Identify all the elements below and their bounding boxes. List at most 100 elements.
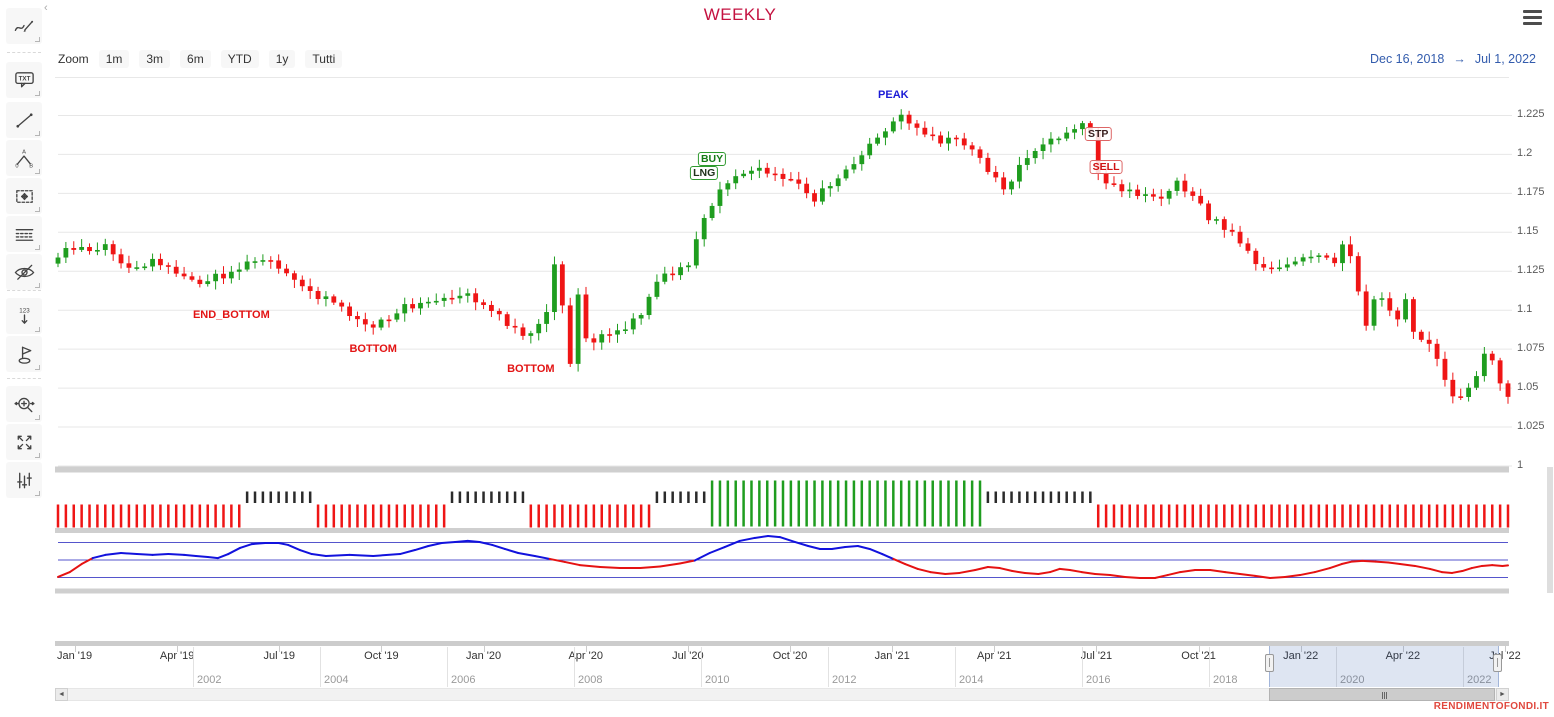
navigator-month-label: Apr '21 <box>977 650 1012 662</box>
navigator-tick <box>1096 641 1098 652</box>
navigator-year-label: 2018 <box>1213 674 1238 686</box>
navigator-month-label: Apr '19 <box>159 650 195 662</box>
sidebar-collapse-button[interactable]: ‹ <box>44 2 48 14</box>
navigator-year-label: 2012 <box>832 674 857 686</box>
price-chart-svg[interactable] <box>0 0 1554 640</box>
y-axis-label: 1.15 <box>1517 225 1539 238</box>
navigator-month-label: Jan '22 <box>1283 650 1319 662</box>
tool-vertical-counter-button[interactable]: 123 <box>6 298 42 334</box>
y-axis-label: 1.025 <box>1517 420 1545 433</box>
navigator-tick <box>585 641 587 652</box>
svg-text:0: 0 <box>15 163 18 169</box>
navigator-month-label: Jan '21 <box>874 650 910 662</box>
navigator-year-divider <box>193 647 194 687</box>
zoom-area-icon <box>13 397 35 412</box>
hamburger-icon <box>1523 22 1542 25</box>
navigator-tick <box>790 641 791 652</box>
svg-text:TXT: TXT <box>18 75 30 82</box>
range-1y-button[interactable]: 1y <box>268 50 296 68</box>
scrollbar-grip-icon <box>1384 692 1386 699</box>
hamburger-icon <box>1523 16 1542 19</box>
navigator-month-label: Oct '19 <box>364 650 399 662</box>
navigator-year-divider <box>1209 647 1210 687</box>
date-from-input[interactable]: Dec 16, 2018 <box>1369 52 1445 66</box>
navigator-tick <box>687 641 689 652</box>
date-to-input[interactable]: Jul 1, 2022 <box>1474 52 1536 66</box>
tool-compare-levels-button[interactable] <box>6 462 42 498</box>
navigator-month-label: Jul '21 <box>1080 650 1113 662</box>
navigator-left-handle[interactable] <box>1265 654 1275 672</box>
navigator-month-label: Jan '19 <box>57 650 93 662</box>
fullscreen-icon <box>17 435 31 449</box>
hide-annotations-icon <box>14 264 34 280</box>
scrollbar-thumb[interactable] <box>1269 688 1496 701</box>
vertical-counter-icon: 123 <box>19 307 30 324</box>
tool-curve-draw-button[interactable] <box>6 8 42 44</box>
navigator-tick <box>1505 641 1506 652</box>
toolbar-divider <box>7 378 41 379</box>
date-range: Dec 16, 2018 → Jul 1, 2022 <box>1370 52 1536 66</box>
annotation-lng: LNG <box>690 166 719 181</box>
navigator-right-handle[interactable] <box>1493 654 1503 672</box>
svg-text:B: B <box>29 163 33 169</box>
menu-button[interactable] <box>1523 10 1542 25</box>
annotation-bottom: BOTTOM <box>349 343 397 356</box>
navigator-tick <box>381 641 383 652</box>
navigator-year-divider <box>1336 647 1337 687</box>
y-axis-label: 1.125 <box>1517 264 1545 277</box>
annotation-peak: PEAK <box>878 89 909 102</box>
tool-zoom-area-button[interactable] <box>6 386 42 422</box>
tool-flag-marker-button[interactable] <box>6 336 42 372</box>
measure-area-icon <box>15 189 33 203</box>
range-3m-button[interactable]: 3m <box>139 50 171 68</box>
tool-hide-annotations-button[interactable] <box>6 254 42 290</box>
navigator-year-label: 2008 <box>578 674 603 686</box>
range-1m-button[interactable]: 1m <box>98 50 130 68</box>
range-6m-button[interactable]: 6m <box>180 50 211 68</box>
navigator-selection[interactable] <box>1269 646 1500 687</box>
navigator-track[interactable] <box>55 641 1509 646</box>
y-axis-label: 1.1 <box>1517 303 1533 316</box>
navigator-tick <box>994 641 996 652</box>
svg-text:123: 123 <box>19 307 30 314</box>
navigator-year-divider <box>1082 647 1083 687</box>
navigator-year-divider <box>447 647 448 687</box>
navigator-year-label: 2022 <box>1467 674 1492 686</box>
hamburger-icon <box>1523 10 1542 13</box>
annotation-bottom: BOTTOM <box>507 363 555 376</box>
tool-measure-area-button[interactable] <box>6 178 42 214</box>
scrollbar-right-button[interactable]: ► <box>1496 688 1509 701</box>
navigator-year-label: 2014 <box>959 674 984 686</box>
y-axis-label: 1.225 <box>1517 108 1545 121</box>
scrollbar-left-button[interactable]: ◄ <box>55 688 68 701</box>
tool-trend-line-button[interactable] <box>6 102 42 138</box>
y-axis-label: 1.175 <box>1517 186 1545 199</box>
flag-marker-icon <box>18 346 31 364</box>
navigator-year-divider <box>701 647 702 687</box>
navigator-year-label: 2016 <box>1086 674 1111 686</box>
annotation-buy: BUY <box>697 152 727 167</box>
annotation-end-bottom: END_BOTTOM <box>192 308 270 321</box>
tool-parallel-lines-button[interactable] <box>6 216 42 252</box>
navigator-month-label: Oct '20 <box>772 650 808 662</box>
navigator-tick <box>1402 641 1404 652</box>
tool-fullscreen-button[interactable] <box>6 424 42 460</box>
text-annotation-icon: TXT <box>14 71 34 87</box>
tool-text-annotation-button[interactable]: TXT <box>6 62 42 98</box>
navigator-month-label: Jan '20 <box>465 650 502 662</box>
navigator-month-label: Jul '20 <box>672 650 704 662</box>
navigator-year-divider <box>828 647 829 687</box>
page-title: WEEKLY <box>703 5 777 24</box>
y-axis-label: 1.2 <box>1517 147 1533 160</box>
parallel-lines-icon <box>15 228 33 241</box>
navigator-tick <box>483 641 485 652</box>
tool-elliott-wave-button[interactable]: 0 A B <box>6 140 42 176</box>
navigator-year-divider <box>955 647 956 687</box>
range-tutti-button[interactable]: Tutti <box>305 50 343 68</box>
toolbar-divider <box>7 52 41 53</box>
range-ytd-button[interactable]: YTD <box>220 50 259 68</box>
navigator-year-divider <box>1463 647 1464 687</box>
header-divider <box>55 77 1509 78</box>
navigator-tick <box>1300 641 1302 652</box>
